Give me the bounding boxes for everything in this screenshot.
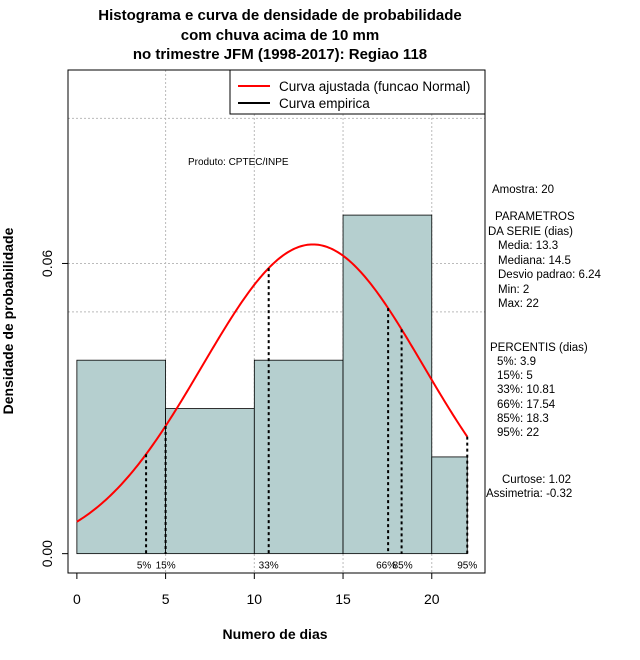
x-tick-label: 20 — [424, 591, 440, 607]
legend-label: Curva empirica — [279, 96, 370, 111]
chart-title-line-2: com chuva acima de 10 mm — [180, 27, 380, 44]
stat-media: Media: 13.3 — [498, 240, 559, 252]
stat-min: Min: 2 — [498, 284, 530, 296]
stat-assimetria: Assimetria: -0.32 — [486, 488, 573, 500]
stat-max: Max: 22 — [498, 298, 539, 310]
stat-mediana: Mediana: 14.5 — [498, 255, 571, 267]
histogram-bar — [165, 408, 255, 555]
percentile-label: 95% — [457, 561, 477, 572]
histogram-bar — [342, 214, 433, 555]
percentile-label: 33% — [259, 561, 279, 572]
histogram-bar — [76, 359, 166, 555]
percentile-label: 15% — [156, 561, 176, 572]
stat-curtose: Curtose: 1.02 — [502, 474, 572, 486]
stat-amostra: Amostra: 20 — [492, 184, 554, 196]
y-axis-label: Densidade de probabilidade — [0, 227, 16, 414]
legend-label: Curva ajustada (funcao Normal) — [279, 79, 470, 94]
percentile-label: 85% — [393, 561, 413, 572]
percentile-label: 66% — [376, 561, 396, 572]
x-tick-label: 15 — [335, 591, 351, 607]
x-axis-label: Numero de dias — [222, 626, 327, 642]
histogram-bar — [253, 359, 344, 555]
histogram-bar — [431, 456, 468, 555]
percentil-15: 15%: 5 — [497, 370, 533, 382]
percentil-85: 85%: 18.3 — [497, 413, 549, 425]
percentil-66: 66%: 17.54 — [497, 399, 556, 411]
stat-parametros-header: PARAMETROS — [495, 211, 575, 223]
stat-parametros-header-2: DA SERIE (dias) — [488, 226, 573, 238]
percentil-95: 95%: 22 — [497, 427, 540, 439]
chart-title-line-1: Histograma e curva de densidade de proba… — [98, 7, 462, 24]
percentis-header: PERCENTIS (dias) — [490, 342, 588, 354]
y-tick-label: 0.00 — [39, 540, 55, 567]
y-tick-label: 0.06 — [39, 250, 55, 277]
percentil-5: 5%: 3.9 — [497, 356, 536, 368]
percentil-33: 33%: 10.81 — [497, 384, 556, 396]
percentile-label: 5% — [137, 561, 152, 572]
legend-box — [229, 69, 486, 115]
x-tick-label: 0 — [73, 591, 81, 607]
produto-label: Produto: CPTEC/INPE — [188, 157, 289, 168]
stat-desvio: Desvio padrao: 6.24 — [498, 269, 601, 281]
x-tick-label: 5 — [162, 591, 170, 607]
chart-title-line-3: no trimestre JFM (1998-2017): Regiao 118 — [132, 46, 428, 63]
x-tick-label: 10 — [247, 591, 263, 607]
